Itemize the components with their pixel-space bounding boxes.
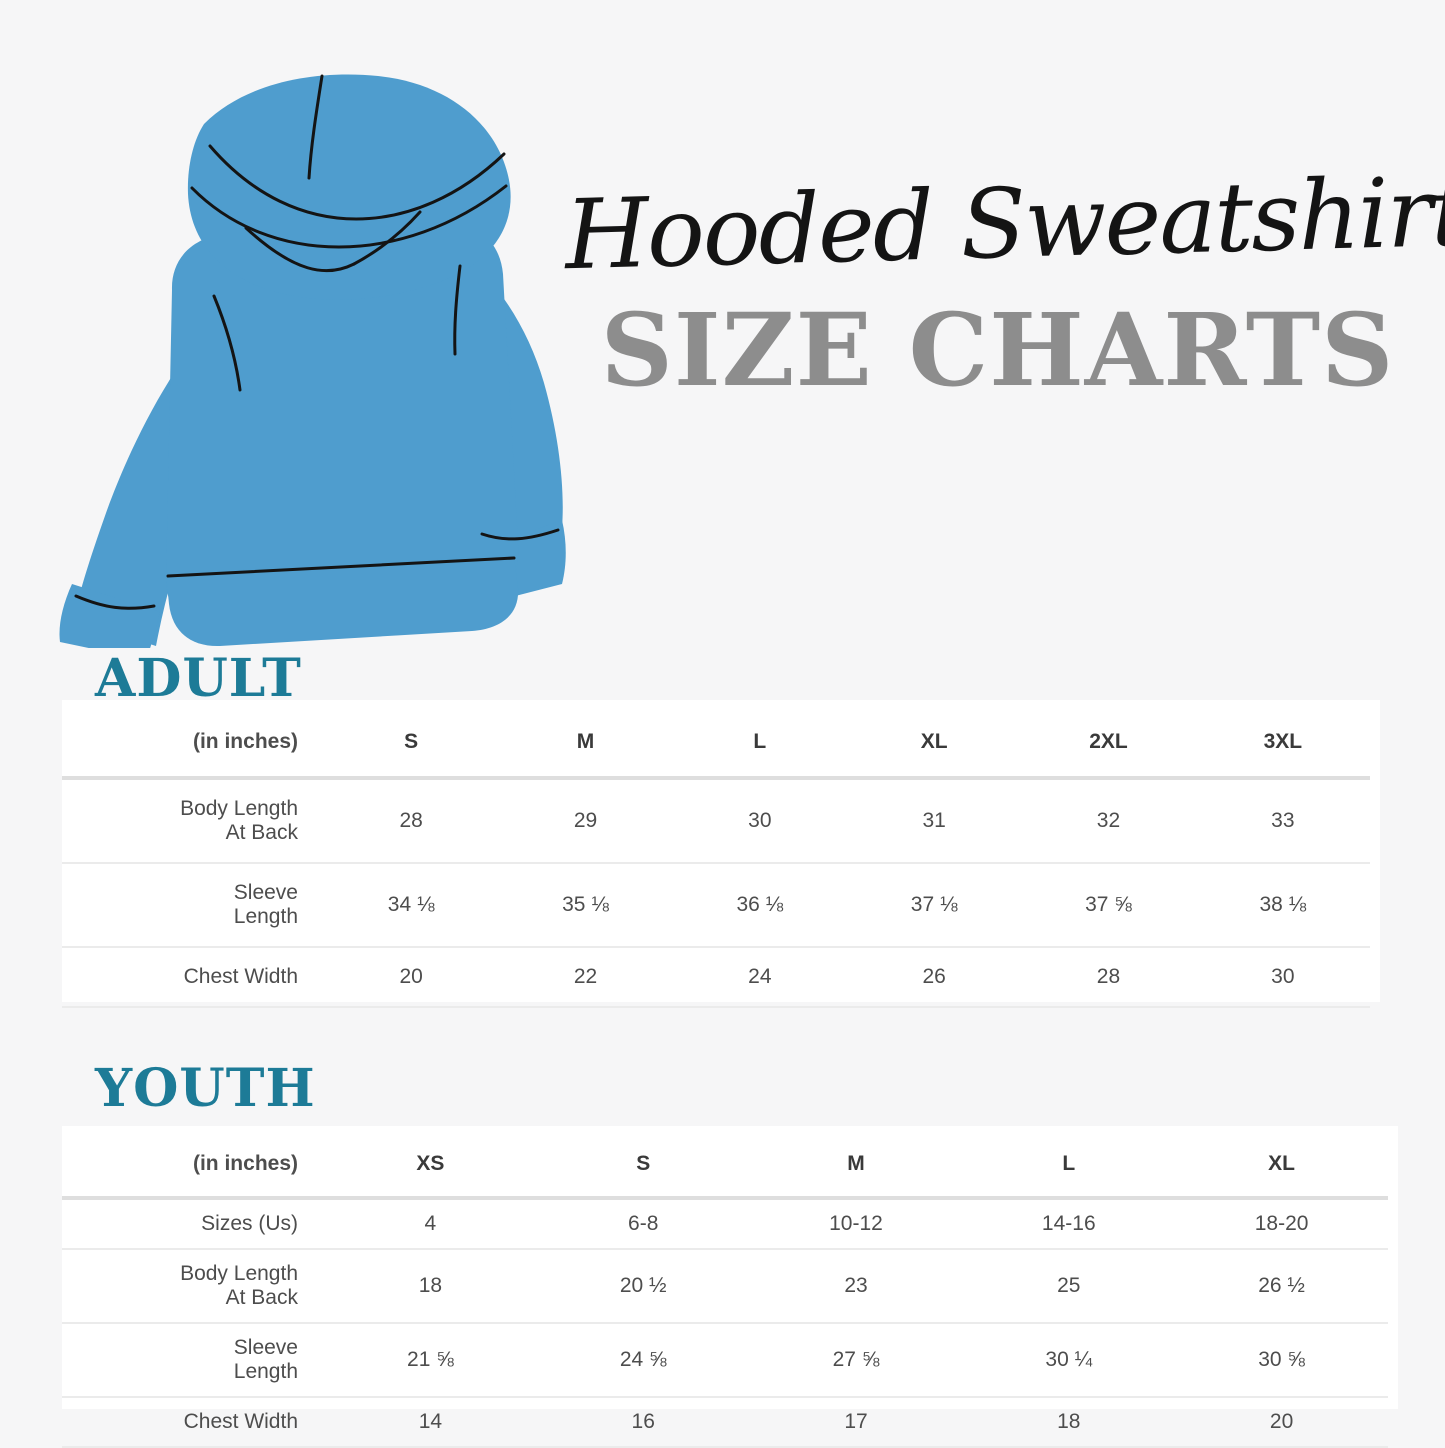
measurement-value: 20 (1175, 1397, 1388, 1448)
size-column-header: L (672, 704, 847, 780)
size-column-header: XL (846, 704, 1022, 780)
measurement-value: 34 ⅛ (324, 863, 499, 948)
measurement-row: Chest Width 20 22 24 26 28 30 (62, 947, 1370, 1008)
measurement-row: Body Length At Back 28 29 30 31 32 33 (62, 778, 1370, 864)
measurement-value: 36 ⅛ (672, 863, 847, 948)
title-caps: SIZE CHARTS (600, 291, 1395, 409)
measurement-value: 10-12 (749, 1198, 963, 1250)
measurement-value: 30 ¼ (962, 1323, 1176, 1398)
size-column-header: XL (1175, 1128, 1388, 1200)
measurement-value: 14 (324, 1397, 537, 1448)
adult-table-panel: (in inches) S M L XL 2XL 3XL Body Length At Ba… (62, 700, 1380, 1008)
size-column-header: 3XL (1195, 704, 1370, 780)
adult-size-table: (in inches) S M L XL 2XL 3XL Body Length At Ba… (62, 704, 1370, 1008)
size-column-header: XS (324, 1128, 537, 1200)
measurement-value: 27 ⅝ (749, 1323, 963, 1398)
size-column-header: M (749, 1128, 963, 1200)
size-column-header: S (536, 1128, 750, 1200)
measurement-value: 20 ½ (536, 1249, 750, 1324)
measurement-value: 28 (324, 778, 499, 864)
measurement-value: 16 (536, 1397, 750, 1448)
youth-table-panel: (in inches) XS S M L XL Sizes (Us) 4 6-8 10-12 14… (62, 1126, 1398, 1448)
measurement-label: Sleeve Length (62, 1323, 324, 1398)
youth-section-heading: YOUTH (95, 1058, 316, 1119)
measurement-value: 20 (324, 947, 499, 1008)
measurement-value: 22 (498, 947, 673, 1008)
measurement-label: Chest Width (62, 947, 324, 1008)
unit-label: (in inches) (62, 704, 324, 780)
measurement-value: 23 (749, 1249, 963, 1324)
measurement-value: 26 ½ (1175, 1249, 1388, 1324)
measurement-value: 33 (1195, 778, 1370, 864)
measurement-row: Body Length At Back 18 20 ½ 23 25 26 ½ (62, 1249, 1388, 1324)
measurement-value: 24 (672, 947, 847, 1008)
size-column-header: M (498, 704, 673, 780)
measurement-value: 26 (846, 947, 1022, 1008)
measurement-value: 30 (672, 778, 847, 864)
measurement-value: 29 (498, 778, 673, 864)
measurement-label: Sleeve Length (62, 863, 324, 948)
hoodie-icon (59, 74, 566, 660)
measurement-value: 25 (962, 1249, 1176, 1324)
measurement-value: 4 (324, 1198, 537, 1250)
measurement-value: 28 (1021, 947, 1196, 1008)
measurement-row: Sleeve Length 21 ⅝ 24 ⅝ 27 ⅝ 30 ¼ 30 ⅝ (62, 1323, 1388, 1398)
measurement-value: 31 (846, 778, 1022, 864)
measurement-row: Sizes (Us) 4 6-8 10-12 14-16 18-20 (62, 1198, 1388, 1250)
measurement-value: 17 (749, 1397, 963, 1448)
measurement-label: Sizes (Us) (62, 1198, 324, 1250)
measurement-value: 35 ⅛ (498, 863, 673, 948)
adult-header-row: (in inches) S M L XL 2XL 3XL (62, 704, 1370, 780)
adult-section-heading: ADULT (95, 648, 302, 709)
measurement-row: Chest Width 14 16 17 18 20 (62, 1397, 1388, 1448)
measurement-value: 32 (1021, 778, 1196, 864)
youth-size-table: (in inches) XS S M L XL Sizes (Us) 4 6-8 10-12 14… (62, 1128, 1388, 1448)
measurement-value: 18 (324, 1249, 537, 1324)
measurement-value: 37 ⅝ (1021, 863, 1196, 948)
measurement-row: Sleeve Length 34 ⅛ 35 ⅛ 36 ⅛ 37 ⅛ 37 ⅝ 38 ⅛ (62, 863, 1370, 948)
measurement-value: 30 (1195, 947, 1370, 1008)
size-column-header: 2XL (1021, 704, 1196, 780)
size-column-header: S (324, 704, 499, 780)
measurement-value: 14-16 (962, 1198, 1176, 1250)
measurement-value: 38 ⅛ (1195, 863, 1370, 948)
unit-label: (in inches) (62, 1128, 324, 1200)
measurement-value: 21 ⅝ (324, 1323, 537, 1398)
measurement-value: 24 ⅝ (536, 1323, 750, 1398)
measurement-value: 18 (962, 1397, 1176, 1448)
title-script: Hooded Sweatshirt (563, 155, 1445, 292)
measurement-label: Chest Width (62, 1397, 324, 1448)
measurement-value: 37 ⅛ (846, 863, 1022, 948)
hoodie-illustration (14, 28, 614, 660)
measurement-label: Body Length At Back (62, 1249, 324, 1324)
measurement-label: Body Length At Back (62, 778, 324, 864)
measurement-value: 30 ⅝ (1175, 1323, 1388, 1398)
measurement-value: 6-8 (536, 1198, 750, 1250)
measurement-value: 18-20 (1175, 1198, 1388, 1250)
size-column-header: L (962, 1128, 1176, 1200)
youth-header-row: (in inches) XS S M L XL (62, 1128, 1388, 1200)
